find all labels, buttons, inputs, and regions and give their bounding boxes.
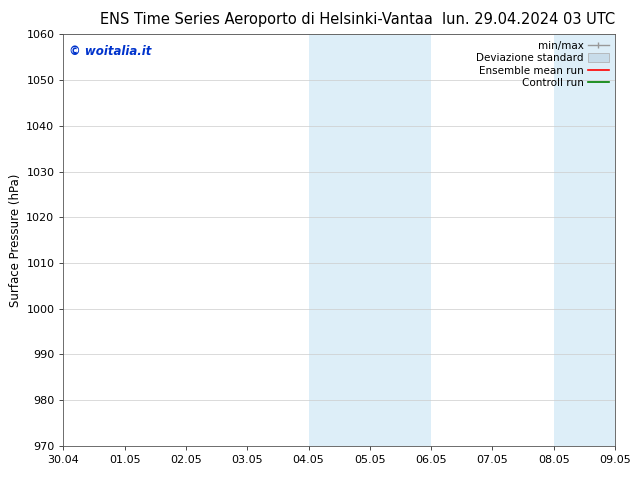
Legend: min/max, Deviazione standard, Ensemble mean run, Controll run: min/max, Deviazione standard, Ensemble m… — [473, 37, 612, 92]
Bar — [553, 34, 615, 446]
Bar — [309, 34, 431, 446]
Text: lun. 29.04.2024 03 UTC: lun. 29.04.2024 03 UTC — [442, 12, 615, 27]
Text: © woitalia.it: © woitalia.it — [69, 45, 152, 58]
Y-axis label: Surface Pressure (hPa): Surface Pressure (hPa) — [9, 173, 22, 307]
Text: ENS Time Series Aeroporto di Helsinki-Vantaa: ENS Time Series Aeroporto di Helsinki-Va… — [100, 12, 433, 27]
